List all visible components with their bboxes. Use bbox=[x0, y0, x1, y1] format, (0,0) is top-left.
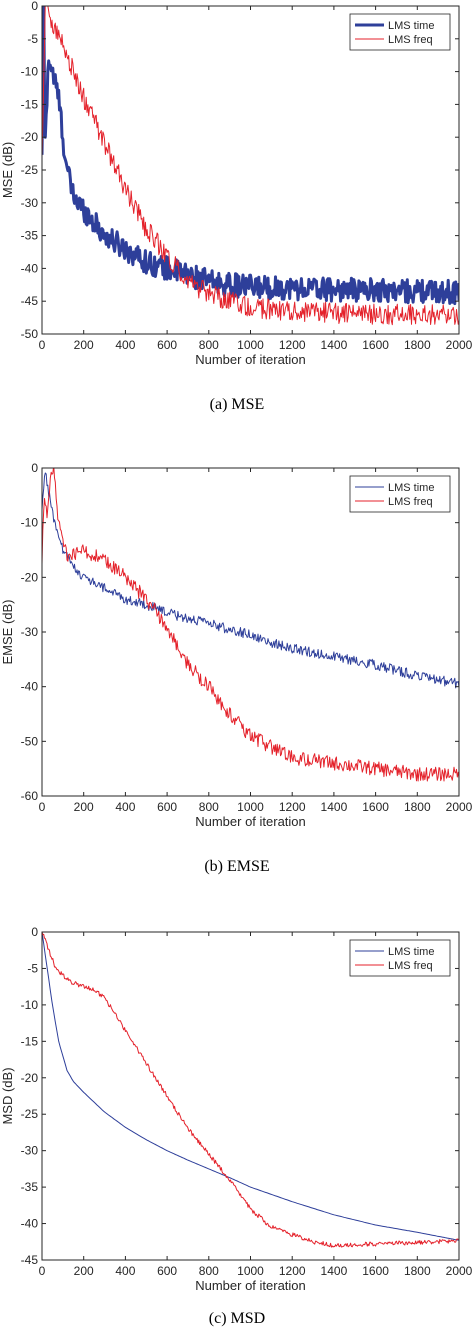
x-axis-label: Number of iteration bbox=[195, 1278, 306, 1292]
y-tick-label: -40 bbox=[21, 261, 39, 275]
y-tick-label: 0 bbox=[31, 925, 38, 939]
y-tick-label: -10 bbox=[21, 65, 39, 79]
legend-entry-label: LMS time bbox=[388, 946, 434, 958]
y-tick-label: -20 bbox=[21, 1071, 39, 1085]
series-line-lms-time bbox=[42, 932, 459, 1241]
legend-entry-label: LMS freq bbox=[388, 960, 433, 972]
figure-msd: 0 200 400 600 800 1000 1200 1400 1600 1800 2000 0 -5… bbox=[0, 912, 474, 1341]
msd-chart: 0 200 400 600 800 1000 1200 1400 1600 1800 2000 0 -5… bbox=[0, 925, 473, 1292]
y-tick-label: -5 bbox=[27, 961, 38, 975]
figure-mse: 0 200 400 600 800 1000 1200 1400 1600 1800 2000 0 -5… bbox=[0, 0, 474, 440]
x-tick-label: 1200 bbox=[279, 1264, 306, 1278]
x-axis-label: Number of iteration bbox=[195, 352, 306, 367]
y-tick-label: -40 bbox=[21, 1217, 39, 1231]
y-tick-label: -10 bbox=[21, 516, 39, 530]
series-line-lms-time bbox=[42, 6, 459, 306]
y-axis-label: EMSE (dB) bbox=[0, 599, 15, 664]
y-tick-label: -45 bbox=[21, 1253, 39, 1267]
mse-chart: 0 200 400 600 800 1000 1200 1400 1600 1800 20000-5… bbox=[0, 0, 473, 367]
x-tick-label: 1200 bbox=[279, 800, 306, 814]
plot-area-frame bbox=[41, 931, 460, 1261]
x-tick-label: 400 bbox=[115, 338, 135, 352]
y-tick-label: -60 bbox=[21, 789, 39, 803]
x-tick-label: 1000 bbox=[237, 800, 264, 814]
legend: LMS time LMS freq bbox=[349, 475, 451, 513]
x-tick-label: 2000 bbox=[446, 800, 473, 814]
y-tick-label: -25 bbox=[21, 163, 39, 177]
x-tick-label: 200 bbox=[74, 338, 94, 352]
y-axis-label: MSE (dB) bbox=[0, 142, 15, 198]
legend-entry-label: LMS time bbox=[388, 20, 434, 32]
y-tick-label: -35 bbox=[21, 1180, 39, 1194]
y-tick-label: -20 bbox=[21, 570, 39, 584]
y-tick-label: -40 bbox=[21, 680, 39, 694]
x-tick-label: 600 bbox=[157, 800, 177, 814]
x-tick-label: 1600 bbox=[362, 800, 389, 814]
x-tick-label: 400 bbox=[115, 1264, 135, 1278]
x-tick-label: 2000 bbox=[446, 1264, 473, 1278]
x-tick-label: 800 bbox=[199, 800, 219, 814]
y-tick-label: -25 bbox=[21, 1107, 39, 1121]
x-tick-label: 600 bbox=[157, 1264, 177, 1278]
series-line-lms-freq bbox=[42, 932, 459, 1248]
x-tick-label: 400 bbox=[115, 800, 135, 814]
y-tick-label: -50 bbox=[21, 327, 39, 341]
y-tick-label: -5 bbox=[27, 32, 38, 46]
x-tick-label: 2000 bbox=[446, 338, 473, 352]
x-tick-label: 1600 bbox=[362, 338, 389, 352]
legend: LMS time LMS freq bbox=[349, 13, 451, 51]
series-line-lms-freq bbox=[42, 468, 459, 782]
x-tick-label: 800 bbox=[199, 1264, 219, 1278]
x-tick-label: 800 bbox=[199, 338, 219, 352]
x-tick-label: 1400 bbox=[321, 338, 348, 352]
y-tick-label: 0 bbox=[31, 0, 38, 13]
legend: LMS time LMS freq bbox=[349, 939, 451, 977]
x-tick-label: 600 bbox=[157, 338, 177, 352]
y-tick-label: -10 bbox=[21, 998, 39, 1012]
y-tick-label: -15 bbox=[21, 97, 39, 111]
y-tick-label: -15 bbox=[21, 1034, 39, 1048]
y-tick-label: -45 bbox=[21, 294, 39, 308]
x-tick-label: 1600 bbox=[362, 1264, 389, 1278]
x-tick-label: 200 bbox=[74, 1264, 94, 1278]
y-tick-label: -30 bbox=[21, 625, 39, 639]
y-tick-label: -35 bbox=[21, 229, 39, 243]
emse-chart: 0 200 400 600 800 1000 1200 1400 1600 1800 2000 0 -1… bbox=[0, 461, 473, 829]
x-tick-label: 1800 bbox=[404, 338, 431, 352]
legend-entry-label: LMS freq bbox=[388, 496, 433, 508]
x-tick-label: 1200 bbox=[279, 338, 306, 352]
x-tick-label: 1800 bbox=[404, 1264, 431, 1278]
x-axis-label: Number of iteration bbox=[195, 814, 306, 829]
y-axis-label: MSD (dB) bbox=[0, 1067, 15, 1124]
series-line-lms-freq bbox=[42, 6, 459, 326]
legend-box bbox=[349, 13, 451, 51]
figure-caption: (a) MSE bbox=[209, 396, 265, 413]
y-tick-label: -50 bbox=[21, 734, 39, 748]
x-tick-label: 1000 bbox=[237, 1264, 264, 1278]
legend-entry-label: LMS time bbox=[388, 482, 434, 494]
x-tick-label: 1000 bbox=[237, 338, 264, 352]
x-tick-label: 200 bbox=[74, 800, 94, 814]
legend-box bbox=[349, 475, 451, 513]
figure-caption: (b) EMSE bbox=[204, 858, 270, 875]
legend-box bbox=[349, 939, 451, 977]
figure-emse: 0 200 400 600 800 1000 1200 1400 1600 1800 2000 0 -1… bbox=[0, 450, 474, 890]
x-tick-label: 0 bbox=[39, 338, 46, 352]
x-tick-label: 0 bbox=[39, 800, 46, 814]
y-tick-label: 0 bbox=[31, 461, 38, 475]
x-tick-label: 1800 bbox=[404, 800, 431, 814]
y-tick-label: -30 bbox=[21, 1144, 39, 1158]
legend-entry-label: LMS freq bbox=[388, 34, 433, 46]
y-tick-label: -30 bbox=[21, 196, 39, 210]
plot-area-frame bbox=[41, 467, 460, 797]
x-tick-label: 0 bbox=[39, 1264, 46, 1278]
x-tick-label: 1400 bbox=[321, 1264, 348, 1278]
x-tick-label: 1400 bbox=[321, 800, 348, 814]
y-tick-label: -20 bbox=[21, 130, 39, 144]
figure-caption: (c) MSD bbox=[208, 1310, 266, 1327]
series-line-lms-time bbox=[42, 472, 459, 689]
